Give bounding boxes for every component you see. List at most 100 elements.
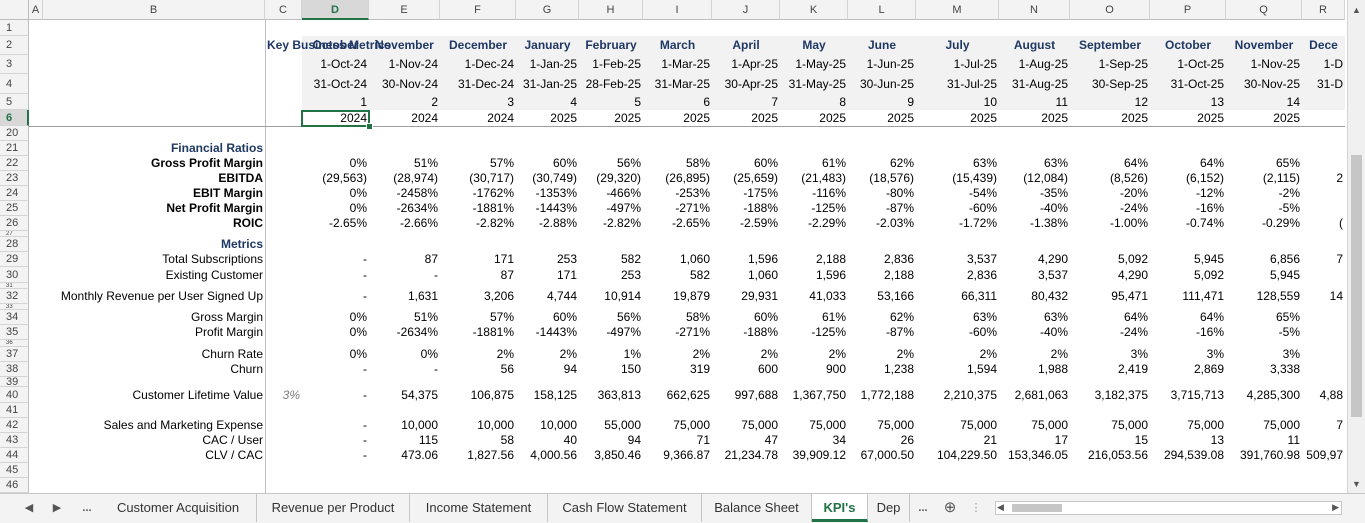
- data-cell[interactable]: 5,092: [1193, 268, 1224, 282]
- data-cell[interactable]: 51%: [413, 310, 438, 324]
- column-header-c[interactable]: C: [265, 0, 302, 20]
- row-header-32[interactable]: 32: [0, 289, 29, 304]
- tab-revenue-per-product[interactable]: Revenue per Product: [257, 494, 410, 522]
- add-sheet-icon[interactable]: ⊕: [943, 499, 957, 516]
- column-header-j[interactable]: J: [712, 0, 780, 20]
- data-cell[interactable]: -2458%: [396, 186, 438, 200]
- data-cell[interactable]: 87: [424, 252, 438, 266]
- row-header-33[interactable]: 33: [0, 304, 29, 310]
- row-header-35[interactable]: 35: [0, 325, 29, 340]
- data-cell[interactable]: 41,033: [809, 289, 846, 303]
- data-cell[interactable]: 53,166: [877, 289, 914, 303]
- data-cell[interactable]: 2%: [979, 347, 997, 361]
- data-cell[interactable]: 75,000: [1263, 418, 1300, 432]
- data-cell[interactable]: -20%: [1119, 186, 1148, 200]
- data-cell[interactable]: 1,238: [883, 362, 914, 376]
- data-cell[interactable]: 1,827.56: [467, 448, 514, 462]
- data-cell[interactable]: 64%: [1123, 156, 1148, 170]
- data-cell[interactable]: 2%: [1050, 347, 1068, 361]
- row-header-34[interactable]: 34: [0, 310, 29, 325]
- data-cell[interactable]: 60%: [753, 156, 778, 170]
- data-cell[interactable]: 95,471: [1111, 289, 1148, 303]
- row-header-36[interactable]: 36: [0, 340, 29, 347]
- data-cell[interactable]: -2.88%: [538, 216, 577, 230]
- data-cell[interactable]: 66,311: [961, 289, 997, 303]
- data-cell[interactable]: -16%: [1195, 325, 1224, 339]
- data-cell[interactable]: 63%: [1043, 156, 1068, 170]
- vertical-scrollbar[interactable]: ▲ ▼: [1347, 0, 1365, 493]
- fill-handle[interactable]: [366, 123, 373, 130]
- data-cell[interactable]: -0.74%: [1185, 216, 1224, 230]
- data-cell[interactable]: 71: [696, 433, 710, 447]
- data-cell[interactable]: -2.82%: [602, 216, 641, 230]
- data-cell[interactable]: 17: [1054, 433, 1068, 447]
- data-cell[interactable]: 94: [627, 433, 641, 447]
- data-cell[interactable]: 0%: [349, 186, 367, 200]
- row-header-21[interactable]: 21: [0, 141, 29, 156]
- scroll-down-icon[interactable]: ▼: [1352, 479, 1361, 489]
- row-header-42[interactable]: 42: [0, 418, 29, 433]
- row-header-25[interactable]: 25: [0, 201, 29, 216]
- data-cell[interactable]: (12,084): [1023, 171, 1068, 185]
- data-cell[interactable]: -: [363, 252, 367, 266]
- data-cell[interactable]: 509,97: [1306, 448, 1343, 462]
- data-cell[interactable]: 56%: [616, 310, 641, 324]
- data-cell[interactable]: 1,988: [1037, 362, 1068, 376]
- data-cell[interactable]: 21: [983, 433, 997, 447]
- data-cell[interactable]: 63%: [972, 156, 997, 170]
- data-cell[interactable]: 58: [500, 433, 514, 447]
- tab-cash-flow-statement[interactable]: Cash Flow Statement: [548, 494, 702, 522]
- data-cell[interactable]: -: [434, 268, 438, 282]
- tab-kpi-s[interactable]: KPI's: [812, 494, 868, 522]
- data-cell[interactable]: 4,290: [1037, 252, 1068, 266]
- data-cell[interactable]: 0%: [349, 156, 367, 170]
- data-cell[interactable]: -2634%: [396, 325, 438, 339]
- data-cell[interactable]: -87%: [885, 201, 914, 215]
- scroll-up-icon[interactable]: ▲: [1352, 5, 1361, 15]
- data-cell[interactable]: 2,869: [1193, 362, 1224, 376]
- data-cell[interactable]: 57%: [489, 156, 514, 170]
- data-cell[interactable]: [1302, 201, 1345, 216]
- data-cell[interactable]: 7: [1336, 418, 1343, 432]
- data-cell[interactable]: 29,931: [741, 289, 778, 303]
- data-cell[interactable]: 21,234.78: [724, 448, 778, 462]
- row-header-5[interactable]: 5: [0, 94, 29, 110]
- data-cell[interactable]: (15,439): [952, 171, 997, 185]
- data-cell[interactable]: -1443%: [535, 201, 577, 215]
- data-cell[interactable]: 662,625: [666, 388, 710, 402]
- data-cell[interactable]: -: [363, 289, 367, 303]
- data-cell[interactable]: [1302, 186, 1345, 201]
- data-cell[interactable]: -60%: [968, 201, 997, 215]
- data-cell[interactable]: -60%: [968, 325, 997, 339]
- data-cell[interactable]: 56%: [616, 156, 641, 170]
- data-cell[interactable]: 11: [1287, 433, 1300, 447]
- data-cell[interactable]: 75,000: [1187, 418, 1224, 432]
- row-header-43[interactable]: 43: [0, 433, 29, 448]
- data-cell[interactable]: 64%: [1199, 310, 1224, 324]
- more-sheets-right-button[interactable]: ...: [918, 502, 928, 514]
- data-cell[interactable]: 19,879: [673, 289, 710, 303]
- column-header-k[interactable]: K: [780, 0, 848, 20]
- data-cell[interactable]: 0%: [420, 347, 438, 361]
- column-header-p[interactable]: P: [1150, 0, 1226, 20]
- data-cell[interactable]: 6,856: [1269, 252, 1300, 266]
- data-cell[interactable]: [1302, 433, 1345, 448]
- data-cell[interactable]: -2.65%: [671, 216, 710, 230]
- data-cell[interactable]: 10,000: [540, 418, 577, 432]
- data-cell[interactable]: (29,320): [596, 171, 641, 185]
- data-cell[interactable]: 4,744: [546, 289, 577, 303]
- horizontal-scroll-thumb[interactable]: [1012, 504, 1062, 512]
- data-cell[interactable]: -24%: [1119, 325, 1148, 339]
- data-cell[interactable]: 3,537: [966, 252, 997, 266]
- column-header-h[interactable]: H: [579, 0, 643, 20]
- data-cell[interactable]: 2,681,063: [1014, 388, 1068, 402]
- column-header-n[interactable]: N: [999, 0, 1070, 20]
- data-cell[interactable]: 63%: [1043, 310, 1068, 324]
- column-header-e[interactable]: E: [369, 0, 440, 20]
- data-cell[interactable]: 47: [764, 433, 778, 447]
- data-cell[interactable]: -1881%: [472, 201, 514, 215]
- data-cell[interactable]: -2.65%: [328, 216, 367, 230]
- data-cell[interactable]: 55,000: [604, 418, 641, 432]
- data-cell[interactable]: 10,914: [604, 289, 641, 303]
